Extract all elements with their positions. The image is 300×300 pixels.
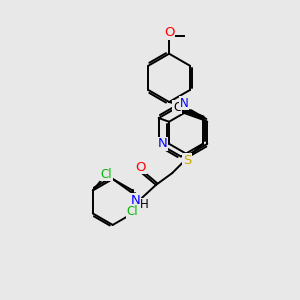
Text: C: C bbox=[173, 101, 181, 114]
Text: O: O bbox=[135, 161, 146, 174]
Text: N: N bbox=[180, 97, 188, 110]
Text: Cl: Cl bbox=[126, 206, 138, 218]
Text: N: N bbox=[158, 137, 167, 150]
Text: Cl: Cl bbox=[101, 168, 112, 181]
Text: N: N bbox=[130, 194, 140, 207]
Text: S: S bbox=[183, 154, 191, 167]
Text: H: H bbox=[140, 198, 149, 212]
Text: O: O bbox=[164, 26, 174, 39]
